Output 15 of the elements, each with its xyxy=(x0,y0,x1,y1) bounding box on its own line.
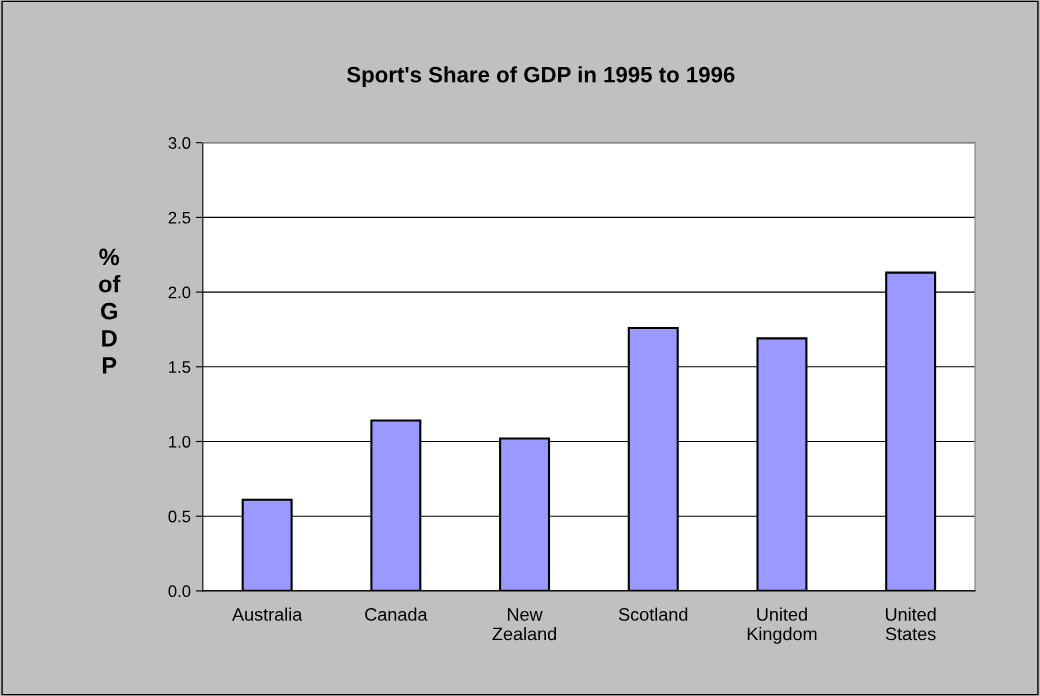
y-tick-label: 3.0 xyxy=(168,137,191,149)
x-tick-label: New Zealand xyxy=(492,608,557,641)
x-tick-label: United States xyxy=(885,607,936,641)
y-axis-title: % of GDP xyxy=(98,248,121,374)
y-tick-label: 1.0 xyxy=(169,435,191,448)
x-tick-label: Scotland xyxy=(618,607,688,621)
y-tick-label: 2.0 xyxy=(168,286,191,299)
y-tick-label: 0.5 xyxy=(168,510,191,523)
y-tick-label: 1.5 xyxy=(169,361,191,373)
x-tick-label: United Kingdom xyxy=(747,607,817,644)
y-tick-label: 0.0 xyxy=(168,585,191,598)
chart-title: Sport's Share of GDP in 1995 to 1996 xyxy=(346,66,735,87)
x-tick-label: Australia xyxy=(232,607,303,621)
y-tick-label: 2.5 xyxy=(168,211,191,224)
x-tick-label: Canada xyxy=(365,607,428,621)
